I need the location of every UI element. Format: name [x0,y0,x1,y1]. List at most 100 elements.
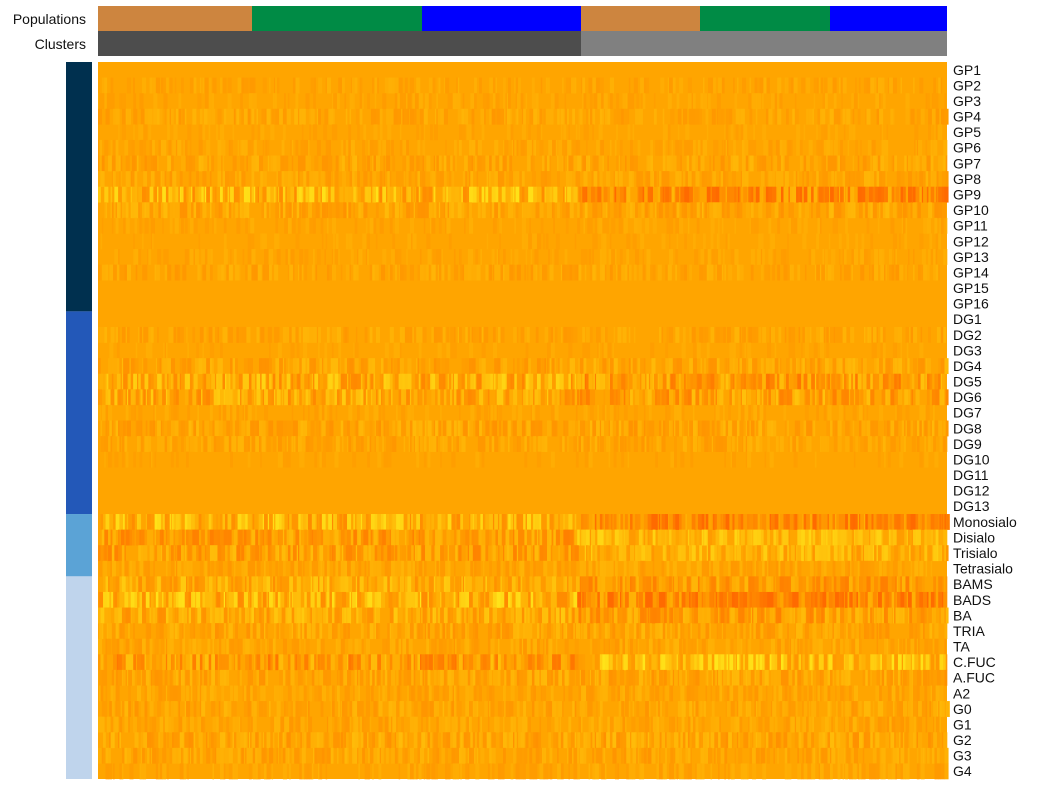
heat-cell [479,529,482,546]
heat-cell [148,560,150,577]
heat-cell [852,124,856,141]
heat-cell [926,217,931,234]
heat-cell [455,186,460,203]
heat-cell [734,373,736,390]
heat-cell [427,249,432,265]
heat-cell [832,529,835,546]
heat-cell [152,233,154,250]
heat-cell [349,358,354,375]
heat-cell [798,202,802,219]
heat-cell [377,389,379,406]
heat-cell [877,545,882,562]
heat-cell [526,139,530,156]
heat-cell [752,358,754,375]
heat-cell [601,233,603,250]
heat-cell [342,77,345,94]
heat-cell [933,404,935,421]
heat-cell [582,93,584,110]
heat-cell [538,420,543,437]
heat-cell [389,529,392,546]
heat-cell [666,373,670,390]
heat-cell [309,436,314,452]
heat-cell [418,436,421,452]
heat-cell [845,217,848,234]
heat-cell [191,420,193,437]
heat-cell [202,186,204,203]
heat-cell [328,514,333,530]
heat-cell [892,108,895,125]
heat-cell [797,420,801,437]
heat-cell [159,108,163,125]
heat-cell [593,358,597,375]
heat-cell [827,264,832,281]
heat-cell [632,514,636,530]
heat-cell [715,436,720,452]
heat-cell [933,264,936,281]
heat-cell [472,326,476,343]
heat-cell [578,186,582,203]
heat-cell [574,264,578,281]
heat-cell [661,420,664,437]
heat-cell [131,186,135,203]
heat-cell [584,545,587,562]
heat-cell [394,529,397,546]
heat-cell [113,514,116,530]
heat-cell [352,155,354,172]
heat-cell [572,264,575,281]
heat-cell [716,93,721,110]
heat-cell [763,139,768,156]
heat-cell [913,264,915,281]
heat-cell [335,233,339,250]
heat-cell [290,373,292,390]
heat-cell [792,358,794,375]
heat-cell [879,404,884,421]
heat-cell [509,514,511,530]
heat-cell [121,186,126,203]
heat-cell [525,373,529,390]
heat-cell [769,202,772,219]
heat-cell [196,171,199,187]
heat-cell [118,529,120,546]
heat-cell [143,326,147,343]
heat-cell [194,249,199,265]
heat-cell [290,420,294,437]
heat-cell [247,233,251,250]
heat-cell [548,139,553,156]
heat-cell [661,529,666,546]
heat-cell [378,389,382,406]
heat-cell [230,139,233,156]
heat-cell [884,545,889,562]
heat-cell [165,342,168,359]
heat-cell [220,358,223,375]
heat-cell [495,373,499,390]
heat-cell [830,326,835,343]
heat-cell [895,264,900,281]
heat-cell [423,451,427,468]
heat-cell [142,264,144,281]
heat-cell [401,186,403,203]
heat-cell [492,420,498,437]
heat-cell [870,529,875,546]
heat-cell [919,420,923,437]
heat-cell [518,404,523,421]
heat-cell [741,436,744,452]
heat-cell [110,389,115,406]
heat-cell [623,529,626,546]
heat-cell [748,545,750,562]
heat-cell [114,202,116,219]
heat-cell [943,326,947,343]
heat-cell [192,186,196,203]
heat-cell [496,171,499,187]
heat-cell [297,108,300,125]
heat-cell [811,186,813,203]
heat-cell [604,373,609,390]
heat-cell [758,202,763,219]
heat-cell [344,358,348,375]
heat-cell [308,373,310,390]
heat-cell [172,139,177,156]
heat-cell [877,155,881,172]
heat-cell [101,529,105,546]
heat-cell [285,249,289,265]
heat-cell [674,420,676,437]
heat-cell [514,139,516,156]
